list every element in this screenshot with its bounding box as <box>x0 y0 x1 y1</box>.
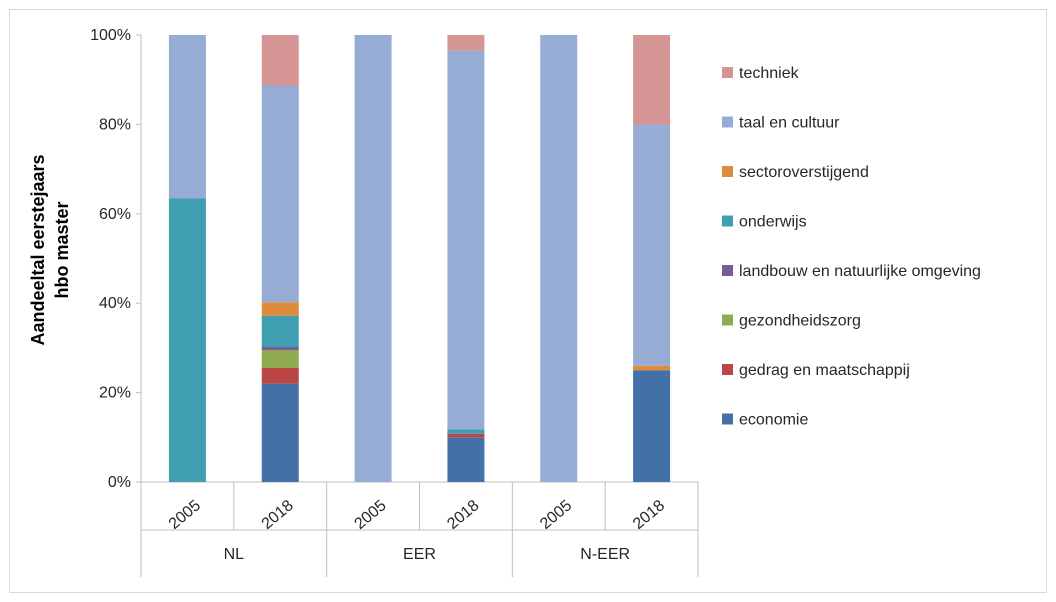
legend-swatch <box>722 116 733 128</box>
bar-segment-taal-en-cultuur <box>168 35 206 199</box>
legend-label: gedrag en maatschappij <box>739 362 910 379</box>
bar-segment-onderwijs <box>447 429 485 434</box>
bar-segment-taal-en-cultuur <box>447 50 485 430</box>
legend-swatch <box>722 314 733 326</box>
bar-segment-gedrag-en-maatschappij <box>261 368 299 384</box>
legend-label: sectoroverstijgend <box>739 164 869 181</box>
x-tick-label: 2005 <box>537 497 575 533</box>
legend-label: taal en cultuur <box>739 115 840 132</box>
bar-segment-onderwijs <box>168 198 206 482</box>
y-axis-label: Aandeeltal eerstejaars hbo master <box>28 154 72 345</box>
x-tick-labels: 2005 2018 2005 2018 2005 2018 <box>166 497 668 533</box>
bar-segment-economie <box>633 370 671 482</box>
bar-segment-techniek <box>261 35 299 86</box>
bar-segment-techniek <box>633 35 671 125</box>
bar-segment-sectoroverstijgend <box>633 365 671 371</box>
y-tick-label: 60% <box>99 206 131 223</box>
bar-segment-landbouw-en-natuurlijke-omgeving <box>261 347 299 351</box>
legend-swatch <box>722 166 733 177</box>
group-label: NL <box>224 546 245 563</box>
x-tick-label: 2005 <box>351 497 389 533</box>
x-tick-label: 2018 <box>444 497 482 533</box>
y-tick-label: 0% <box>108 474 131 491</box>
axes <box>136 34 699 577</box>
legend-label: techniek <box>739 65 800 82</box>
x-tick-label: 2005 <box>166 497 204 533</box>
bar-segment-economie <box>261 383 299 482</box>
bar-layer <box>168 35 671 482</box>
bar-segment-taal-en-cultuur <box>633 124 671 366</box>
bar-segment-gedrag-en-maatschappij <box>447 433 485 438</box>
legend-swatch <box>722 215 733 227</box>
bar-segment-taal-en-cultuur <box>354 35 392 482</box>
y-tick-label: 80% <box>99 116 131 133</box>
legend: techniek taal en cultuur sectoroverstijgen… <box>722 65 981 429</box>
y-tick-label: 40% <box>99 295 131 312</box>
group-labels: NL EER N-EER <box>224 546 630 563</box>
legend-label: economie <box>739 412 808 429</box>
y-tick-labels: 0% 20% 40% 60% 80% 100% <box>90 27 131 491</box>
bar-segment-techniek <box>447 35 485 51</box>
bar-segment-taal-en-cultuur <box>540 35 578 482</box>
bar-segment-economie <box>447 437 485 482</box>
y-axis-label-line: Aandeeltal eerstejaars <box>28 154 48 345</box>
bar-segment-onderwijs <box>261 315 299 348</box>
legend-swatch <box>722 364 733 375</box>
x-tick-label: 2018 <box>259 497 297 533</box>
bar-segment-sectoroverstijgend <box>261 302 299 316</box>
group-label: N-EER <box>580 546 630 563</box>
legend-label: onderwijs <box>739 214 807 231</box>
legend-swatch <box>722 67 733 78</box>
legend-label: landbouw en natuurlijke omgeving <box>739 263 981 280</box>
legend-label: gezondheidszorg <box>739 313 861 330</box>
bar-segment-taal-en-cultuur <box>261 85 299 303</box>
legend-swatch <box>722 265 733 276</box>
bar-segment-gezondheidszorg <box>261 350 299 369</box>
y-tick-label: 20% <box>99 385 131 402</box>
x-tick-label: 2018 <box>630 497 668 533</box>
legend-swatch <box>722 413 733 425</box>
y-axis-label-line: hbo master <box>52 201 72 298</box>
y-tick-label: 100% <box>90 27 131 44</box>
group-label: EER <box>403 546 436 563</box>
